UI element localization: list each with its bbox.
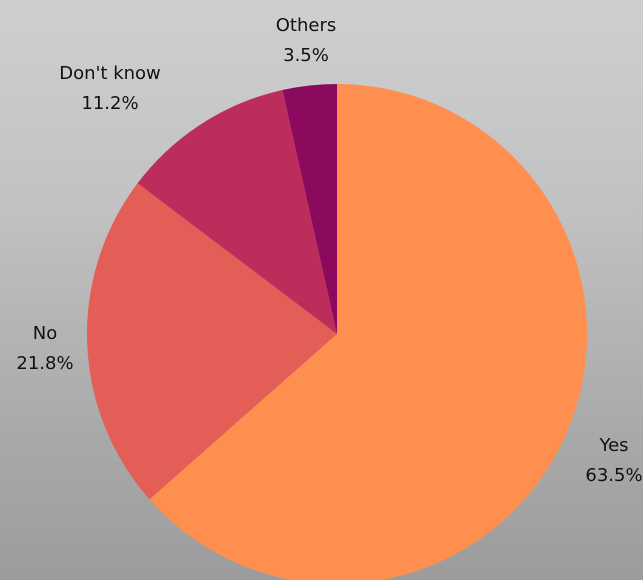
slice-value-don-t-know: 11.2%	[81, 93, 138, 114]
slice-label-yes: Yes	[598, 435, 628, 456]
pie-slice-others	[282, 84, 337, 334]
pie-labels: Yes 63.5% No 21.8% Don't know 11.2% Others 3.5%	[16, 15, 642, 486]
slice-label-no: No	[33, 323, 57, 344]
pie-slice-don-t-know	[137, 90, 337, 335]
slice-label-don-t-know: Don't know	[59, 63, 161, 84]
slice-value-others: 3.5%	[283, 45, 329, 66]
pie-slice-yes	[149, 84, 587, 580]
slice-value-yes: 63.5%	[585, 465, 642, 486]
slice-value-no: 21.8%	[16, 353, 73, 374]
pie-slice-no	[86, 183, 337, 500]
pie-slices	[86, 84, 587, 580]
slice-label-others: Others	[276, 15, 337, 36]
